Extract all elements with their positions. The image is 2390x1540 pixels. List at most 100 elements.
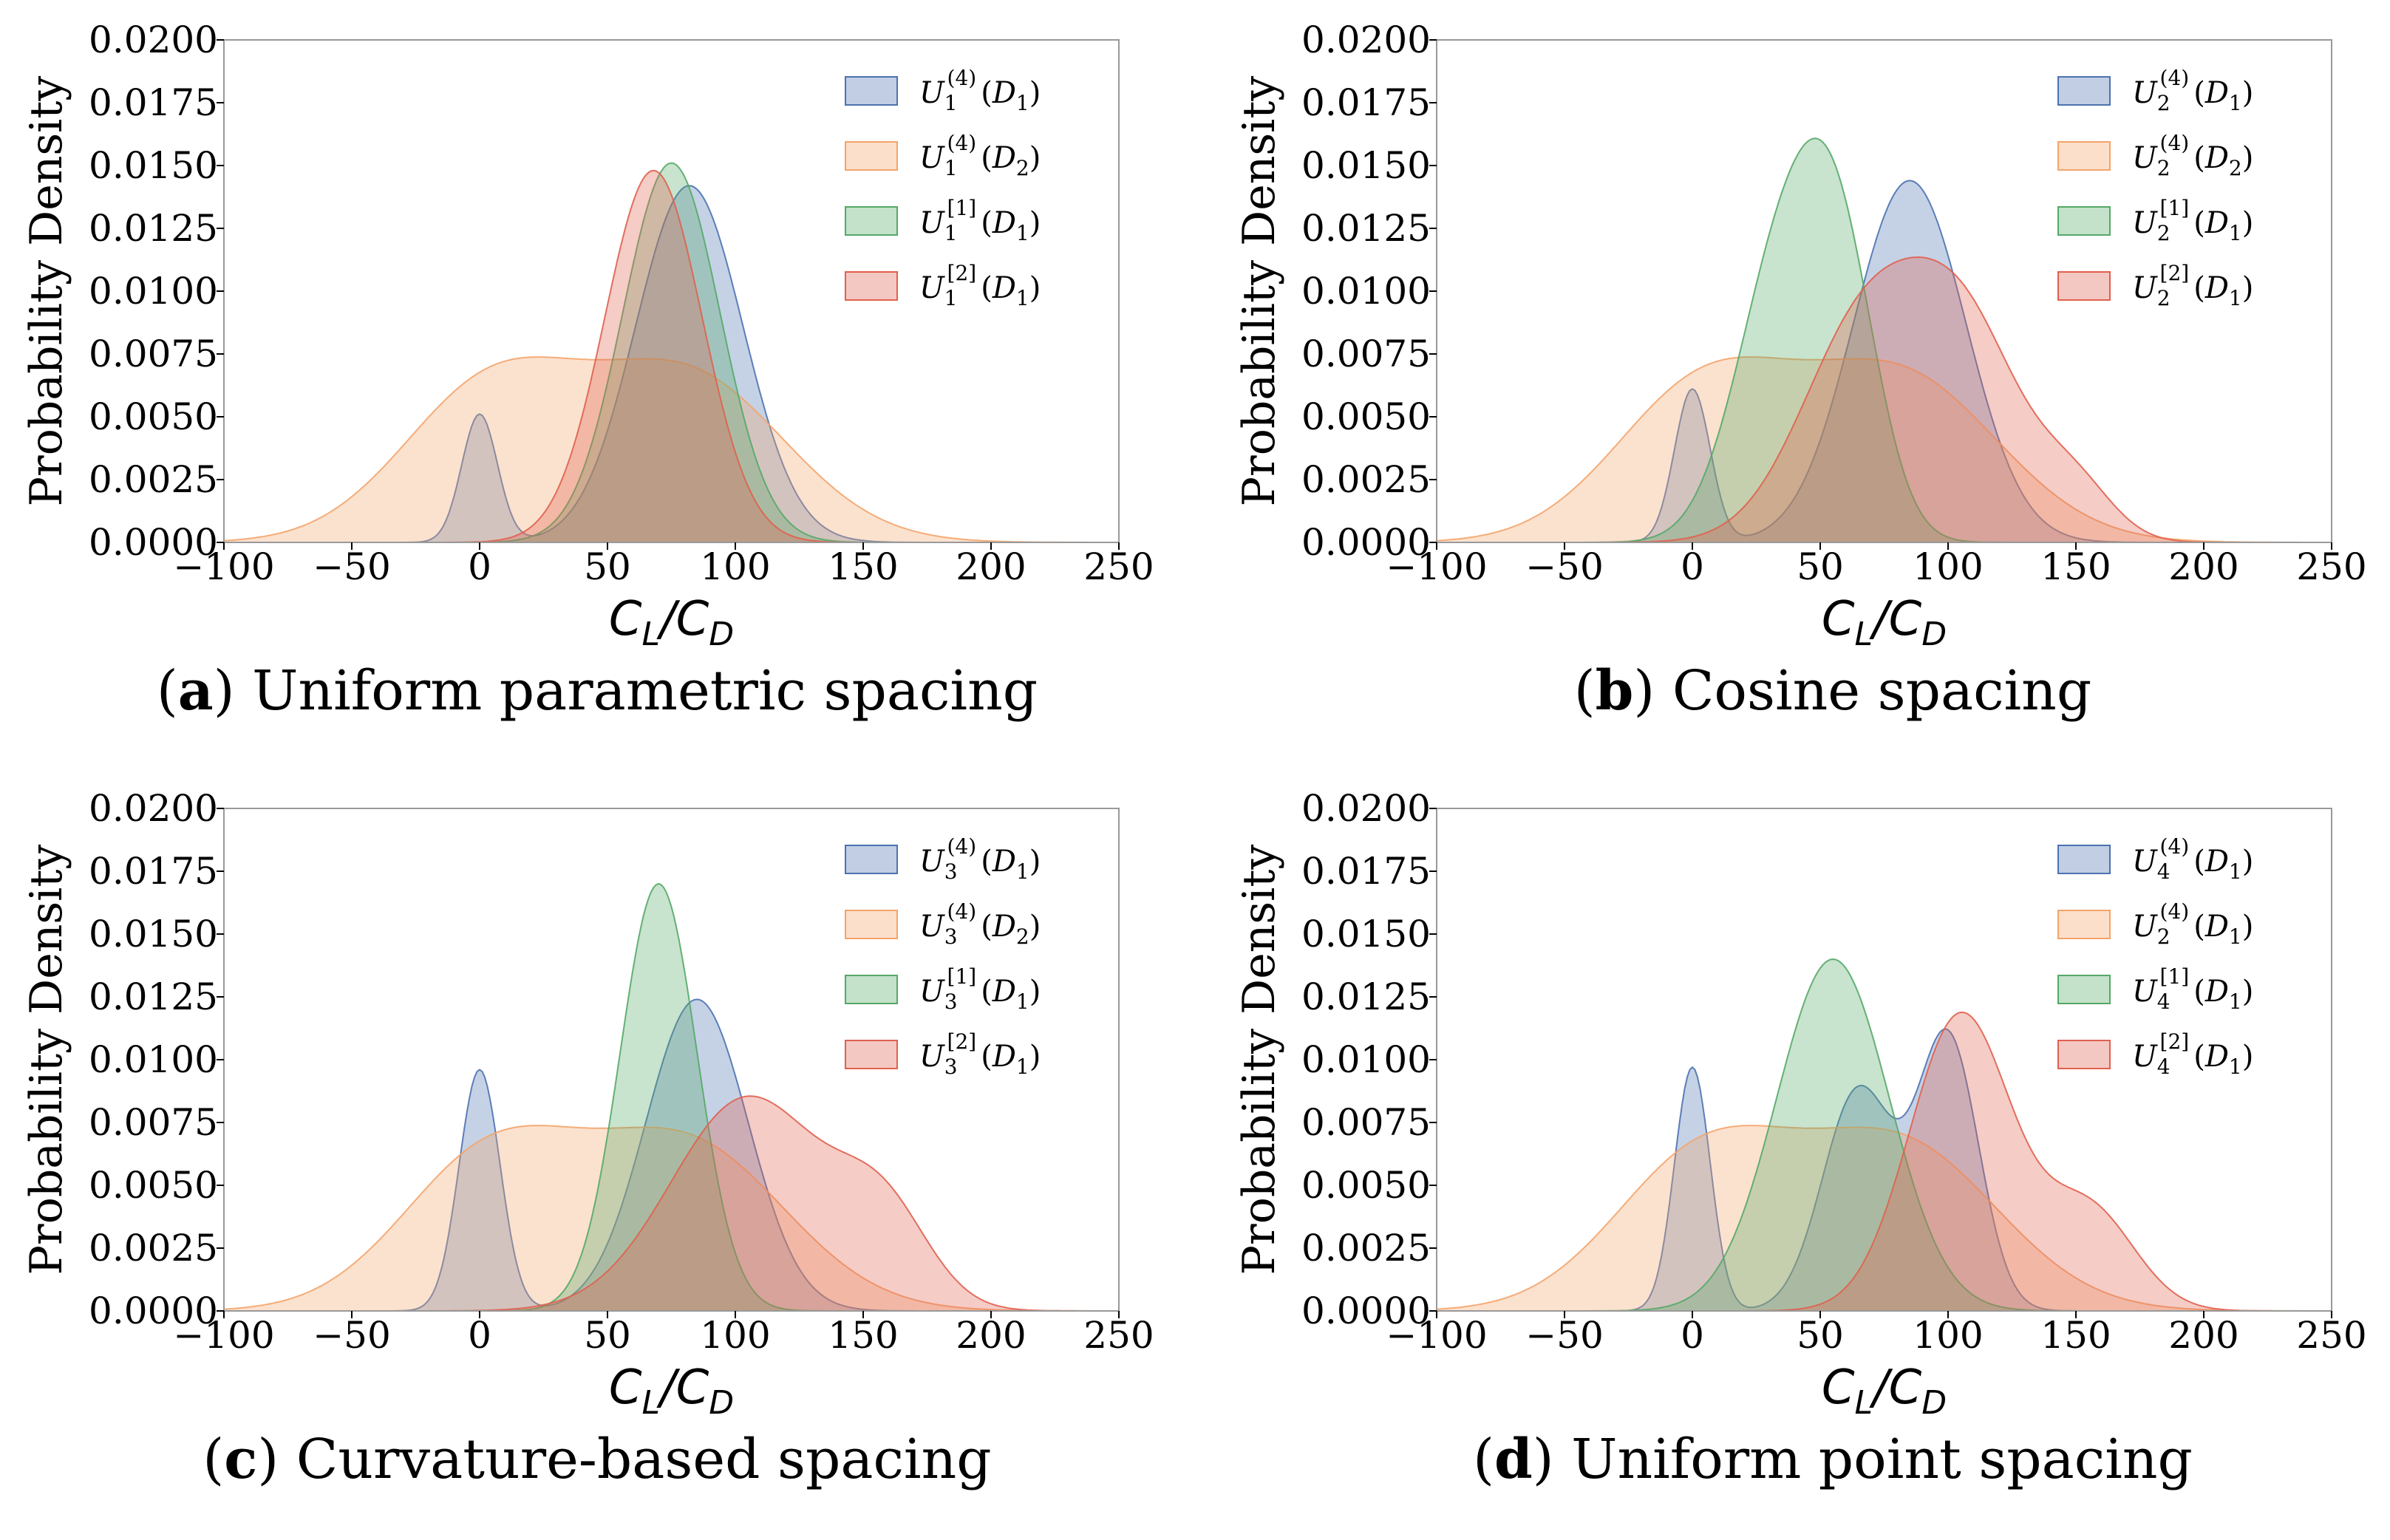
y-tick-label: 0.0075 — [89, 333, 218, 375]
y-tick-label: 0.0150 — [1301, 913, 1431, 955]
xlabel-sub: D — [1921, 616, 1947, 653]
legend-paren: ) — [2242, 910, 2254, 944]
legend-paren: ( — [2193, 271, 2205, 305]
legend-superscript: [2] — [2160, 261, 2190, 285]
legend-swatch-1 — [845, 845, 898, 874]
legend-entry-3: U4[1] (D1) — [2132, 964, 2253, 1014]
legend-subscript: 3 — [944, 859, 958, 884]
legend-paren: ( — [2193, 910, 2205, 944]
legend-symbol: U — [919, 76, 945, 110]
legend-superscript: [2] — [947, 261, 977, 285]
caption-paren: ( — [1473, 1428, 1494, 1491]
y-tick-label: 0.0125 — [89, 975, 218, 1018]
legend-superscript: (4) — [947, 131, 977, 155]
legend-paren: ( — [981, 910, 993, 944]
density-area-2 — [224, 1125, 1119, 1311]
density-area-3 — [224, 884, 1119, 1311]
legend-entry-3: U1[1] (D1) — [919, 196, 1041, 245]
legend-subscript: 1 — [944, 91, 958, 115]
legend-subscript: 2 — [2157, 924, 2171, 949]
y-tick-label: 0.0175 — [89, 81, 218, 124]
density-curve-2 — [1436, 356, 2332, 543]
xlabel-part: C — [609, 592, 642, 647]
legend-entry-4: U3[2] (D1) — [919, 1029, 1041, 1079]
x-tick-label: 100 — [700, 545, 770, 588]
y-tick-label: 0.0075 — [1301, 333, 1431, 375]
legend-paren: ( — [2193, 76, 2205, 110]
legend-superscript: (4) — [2160, 131, 2190, 155]
legend-d-subscript: 1 — [2229, 989, 2242, 1014]
legend-symbol: U — [2132, 76, 2158, 110]
legend-superscript: (4) — [2160, 899, 2190, 924]
legend-paren: ( — [981, 206, 993, 240]
legend-paren: ) — [2242, 975, 2254, 1009]
legend-symbol-d: D — [992, 76, 1016, 110]
density-areas — [1436, 958, 2332, 1312]
legend-swatch-1 — [845, 76, 898, 106]
legend-swatch-4 — [845, 271, 898, 301]
density-curve-2 — [1436, 1125, 2332, 1312]
density-area-1 — [224, 185, 1119, 542]
panel-caption: (a) Uniform parametric spacing — [157, 659, 1038, 723]
legend-symbol: U — [2132, 206, 2158, 240]
legend-paren: ) — [1029, 845, 1041, 879]
x-tick-label: 50 — [584, 1314, 631, 1357]
legend-superscript: (4) — [2160, 66, 2190, 90]
legend-superscript: [1] — [2160, 196, 2190, 220]
caption-title: Cosine spacing — [1672, 659, 2091, 723]
xlabel-part: C — [1889, 592, 1922, 647]
legend-entry-1: U1(4) (D1) — [919, 66, 1041, 115]
legend-entry-4: U2[2] (D1) — [2132, 261, 2253, 310]
legend-symbol: U — [919, 271, 945, 305]
legend-paren: ) — [2242, 206, 2254, 240]
legend-d-subscript: 1 — [1016, 1055, 1029, 1079]
xlabel-sub: D — [709, 1384, 734, 1422]
density-area-4 — [224, 170, 1119, 543]
panel-caption: (d) Uniform point spacing — [1473, 1428, 2193, 1491]
y-tick-label: 0.0050 — [1301, 1164, 1431, 1207]
x-tick-label: 200 — [2168, 1314, 2239, 1357]
y-tick-label: 0.0125 — [1301, 207, 1431, 250]
x-tick-label: 150 — [2040, 545, 2111, 588]
x-tick-label: 100 — [1913, 545, 1983, 588]
legend-symbol-d: D — [2205, 975, 2229, 1009]
legend-symbol-d: D — [2205, 1040, 2229, 1074]
legend-symbol: U — [919, 1040, 945, 1074]
legend-symbol-d: D — [2205, 910, 2229, 944]
density-area-4 — [1437, 257, 2332, 542]
x-tick-label: −100 — [173, 1314, 274, 1357]
legend-superscript: (4) — [947, 834, 977, 859]
density-area-1 — [224, 999, 1119, 1311]
caption-paren: ( — [202, 1428, 224, 1491]
x-tick-label: 0 — [468, 1314, 491, 1357]
x-tick-label: 150 — [828, 545, 898, 588]
y-tick-label: 0.0050 — [89, 395, 218, 438]
legend-superscript: (4) — [947, 899, 977, 924]
density-area-2 — [224, 357, 1119, 542]
legend: U4(4) (D1)U2(4) (D1)U4[1] (D1)U4[2] (D1) — [2057, 834, 2254, 1079]
legend-subscript: 3 — [944, 989, 958, 1014]
legend-paren: ) — [1029, 271, 1041, 305]
legend-paren: ) — [1029, 910, 1041, 944]
x-tick-label: 200 — [956, 1314, 1026, 1357]
xlabel-part: C — [1822, 1360, 1855, 1415]
legend-symbol: U — [2132, 845, 2158, 879]
chart-panel-a: 0.0000 0.0025 0.0050 0.0075 0.0100 0.0125 0.01… — [21, 18, 1154, 723]
x-tick-label: −50 — [1525, 1314, 1604, 1357]
legend-superscript: [1] — [947, 964, 977, 989]
caption-paren: ) — [214, 659, 252, 723]
legend-entry-2: U1(4) (D2) — [919, 131, 1041, 180]
legend-symbol-d: D — [2205, 845, 2229, 879]
y-tick-label: 0.0200 — [1301, 18, 1431, 61]
x-tick-label: −50 — [1525, 545, 1604, 588]
legend-subscript: 3 — [944, 924, 958, 949]
legend-paren: ( — [2193, 845, 2205, 879]
legend-swatch-2 — [845, 141, 898, 171]
y-tick-label: 0.0050 — [89, 1164, 218, 1207]
y-axis-label: Probability Density — [1233, 76, 1285, 507]
y-tick-label: 0.0000 — [1301, 521, 1431, 564]
legend-paren: ) — [1029, 206, 1041, 240]
legend-subscript: 3 — [944, 1055, 958, 1079]
xlabel-sub: D — [1921, 1384, 1947, 1422]
legend-paren: ( — [981, 975, 993, 1009]
